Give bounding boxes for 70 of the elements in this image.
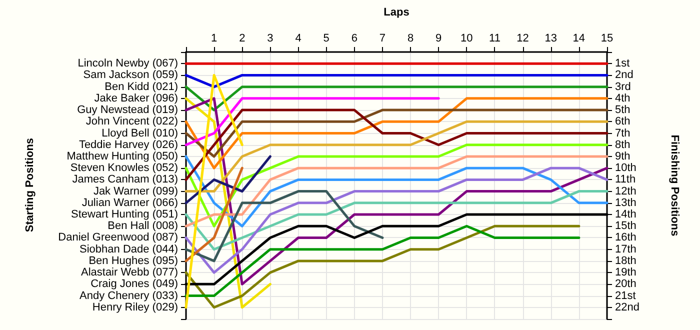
x-tick-label: 15 — [600, 32, 614, 44]
text: Julian Warner (066) — [82, 196, 178, 209]
y2-tick-label: 9th — [615, 150, 630, 162]
y2-tick-label: 5th — [615, 104, 630, 116]
x-tick-label: 1 — [211, 32, 218, 44]
y2-tick-label: 22nd — [615, 301, 640, 314]
text: Lincoln Newby (067) — [78, 58, 178, 70]
y2-axis-title: Finishing Positions — [668, 134, 680, 236]
text: Daniel Greenwood (087) — [58, 232, 178, 244]
line-series — [184, 108, 608, 158]
text: Steven Knowles (052) — [70, 162, 178, 174]
text: Andy Chenery (033) — [80, 290, 178, 302]
y2-tick-label: 8th — [615, 138, 630, 151]
x-tick-label: 12 — [516, 32, 529, 44]
x-tick-label: 10 — [460, 32, 473, 44]
x-tick-label: 2 — [239, 32, 246, 44]
line-series — [184, 190, 384, 262]
y2-tick-label: 6th — [615, 116, 630, 128]
text: Henry Riley (029) — [92, 301, 178, 314]
x-tick-label: 6 — [351, 32, 358, 44]
x-tick-label: 3 — [267, 32, 274, 44]
y2-tick-label: 7th — [615, 127, 630, 140]
y2-tick-label: 15th — [615, 220, 636, 232]
text: Jake Baker (096) — [94, 92, 178, 104]
x-axis-title: Laps — [384, 6, 410, 18]
y2-tick-label: 16th — [615, 232, 636, 244]
text: Jak Warner (099) — [93, 185, 178, 198]
text: Guy Newstead (019) — [77, 104, 178, 116]
x-tick-label: 4 — [295, 32, 302, 44]
y2-tick-label: 2nd — [615, 69, 634, 82]
y2-tick-label: 1st — [615, 58, 630, 70]
text: Matthew Hunting (050) — [66, 150, 178, 162]
line-series — [184, 190, 608, 251]
text: Stewart Hunting (051) — [71, 208, 178, 221]
text: Ben Kidd (021) — [104, 80, 178, 93]
text: John Vincent (022) — [86, 116, 178, 128]
y2-tick-label: 18th — [615, 254, 636, 267]
line-series — [184, 97, 608, 170]
text: Craig Jones (049) — [90, 278, 178, 290]
y2-tick-label: 20th — [615, 278, 636, 290]
y2-tick-label: 13th — [615, 196, 636, 209]
y2-tick-label: 4th — [615, 92, 630, 104]
text: Siobhan Dade (044) — [80, 243, 178, 256]
y2-tick-label: 17th — [615, 243, 636, 256]
line-series — [184, 166, 608, 274]
y2-tick-label: 10th — [615, 162, 636, 174]
y2-tick-label: 21st — [615, 290, 636, 302]
line-series — [184, 155, 272, 204]
x-tick-label: 13 — [544, 32, 557, 44]
text: Ben Hughes (095) — [88, 254, 178, 267]
text: Sam Jackson (059) — [83, 69, 178, 82]
text: Lloyd Bell (010) — [102, 127, 178, 140]
line-series — [184, 120, 608, 193]
x-tick-label: 8 — [407, 32, 414, 44]
y2-tick-label: 19th — [615, 266, 636, 279]
text: Starting Positions — [24, 138, 36, 232]
text: Ben Hall (008) — [108, 220, 178, 232]
x-tick-label: 7 — [379, 32, 386, 44]
y2-tick-label: 14th — [615, 208, 636, 221]
y2-tick-label: 11th — [615, 174, 636, 186]
text: Alastair Webb (077) — [80, 266, 178, 279]
line-series — [184, 108, 608, 181]
x-tick-label: 9 — [436, 32, 442, 44]
y2-tick-label: 3rd — [615, 80, 631, 93]
x-tick-label: 11 — [489, 32, 500, 44]
x-tick-label: 5 — [323, 32, 330, 44]
text: Teddie Harvey (026) — [78, 138, 178, 151]
text: James Canham (013) — [72, 174, 178, 186]
y2-tick-label: 12th — [615, 185, 636, 198]
x-tick-label: 14 — [572, 32, 586, 44]
